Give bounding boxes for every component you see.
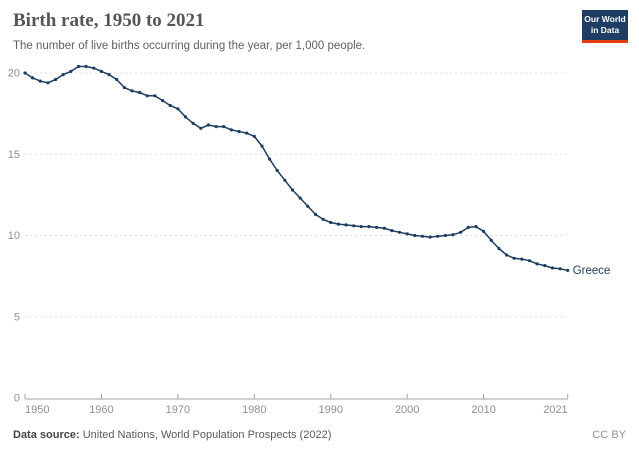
- data-point[interactable]: [115, 77, 119, 82]
- data-point[interactable]: [237, 129, 241, 134]
- x-axis-tick-label: 2021: [543, 404, 567, 416]
- data-point[interactable]: [290, 188, 295, 192]
- chart-subtitle: The number of live births occurring duri…: [13, 39, 366, 52]
- data-point[interactable]: [420, 234, 425, 238]
- data-source-label: Data source:: [13, 429, 80, 441]
- data-point[interactable]: [92, 66, 96, 70]
- chart-footer: Data source: United Nations, World Popul…: [13, 429, 626, 441]
- data-point[interactable]: [566, 268, 570, 272]
- data-point[interactable]: [505, 253, 509, 257]
- data-point[interactable]: [168, 103, 172, 108]
- data-point[interactable]: [405, 232, 409, 236]
- data-point[interactable]: [38, 79, 42, 83]
- data-point[interactable]: [214, 125, 218, 129]
- owid-logo-line1: Our World: [584, 14, 626, 24]
- data-point[interactable]: [436, 234, 440, 238]
- x-axis-tick-label: 1990: [319, 404, 343, 416]
- license-link[interactable]: CC BY: [592, 429, 626, 441]
- data-point[interactable]: [153, 94, 157, 98]
- data-point[interactable]: [275, 168, 279, 173]
- data-point[interactable]: [543, 264, 547, 268]
- data-point[interactable]: [443, 233, 447, 238]
- series-line-greece[interactable]: [24, 65, 568, 272]
- data-point[interactable]: [122, 86, 126, 90]
- data-point[interactable]: [359, 225, 363, 229]
- data-point[interactable]: [306, 204, 310, 208]
- x-axis-tick-label: 1950: [25, 404, 49, 416]
- data-point[interactable]: [99, 69, 103, 73]
- data-point[interactable]: [61, 73, 65, 77]
- y-axis-tick-label: 10: [8, 230, 20, 242]
- data-point[interactable]: [382, 226, 386, 230]
- data-point[interactable]: [375, 225, 379, 229]
- x-axis-tick-label: 1970: [166, 404, 190, 416]
- data-point[interactable]: [344, 223, 348, 227]
- data-point[interactable]: [54, 77, 58, 82]
- data-point[interactable]: [206, 123, 210, 127]
- data-point[interactable]: [466, 225, 470, 229]
- owid-logo-line2: in Data: [590, 25, 620, 36]
- data-point[interactable]: [283, 178, 287, 182]
- data-point[interactable]: [413, 233, 417, 238]
- data-source-text: United Nations, World Population Prospec…: [82, 429, 332, 441]
- data-point[interactable]: [512, 256, 516, 260]
- y-axis-tick-label: 5: [14, 311, 20, 323]
- x-axis-tick-label: 2010: [471, 404, 495, 416]
- data-point[interactable]: [321, 217, 325, 221]
- data-point[interactable]: [130, 89, 134, 93]
- data-point[interactable]: [191, 121, 195, 125]
- page-title: Birth rate, 1950 to 2021: [13, 10, 205, 31]
- data-point[interactable]: [229, 128, 233, 132]
- y-axis-tick-label: 20: [8, 68, 20, 80]
- data-point[interactable]: [268, 157, 272, 161]
- data-point[interactable]: [69, 69, 73, 73]
- data-point[interactable]: [84, 64, 88, 69]
- data-point[interactable]: [46, 81, 50, 85]
- data-point[interactable]: [199, 126, 203, 130]
- data-point[interactable]: [390, 229, 394, 233]
- data-point[interactable]: [336, 222, 340, 226]
- data-point[interactable]: [397, 230, 402, 234]
- owid-logo[interactable]: Our World in Data: [582, 10, 628, 44]
- data-point[interactable]: [222, 125, 226, 129]
- data-point[interactable]: [367, 225, 371, 229]
- chart-header: Birth rate, 1950 to 2021 The number of l…: [13, 10, 569, 52]
- data-point[interactable]: [459, 230, 463, 234]
- data-point[interactable]: [313, 212, 318, 216]
- data-point[interactable]: [245, 131, 249, 135]
- y-axis-tick-label: 0: [14, 393, 20, 405]
- data-point[interactable]: [176, 107, 180, 111]
- data-point[interactable]: [428, 235, 432, 239]
- data-point[interactable]: [482, 229, 486, 233]
- data-point[interactable]: [23, 71, 27, 75]
- data-point[interactable]: [329, 220, 333, 225]
- x-axis-tick-label: 1980: [242, 404, 266, 416]
- data-point[interactable]: [535, 262, 539, 266]
- data-point[interactable]: [30, 76, 35, 80]
- data-point[interactable]: [145, 94, 149, 98]
- data-point[interactable]: [451, 233, 455, 237]
- data-point[interactable]: [260, 144, 264, 148]
- data-point[interactable]: [183, 115, 188, 119]
- data-point[interactable]: [298, 196, 302, 200]
- data-point[interactable]: [558, 267, 562, 271]
- data-point[interactable]: [497, 246, 501, 251]
- x-axis-tick-label: 2000: [395, 404, 419, 416]
- y-axis-tick-label: 15: [8, 149, 20, 161]
- data-point[interactable]: [489, 238, 493, 242]
- data-point[interactable]: [252, 134, 256, 138]
- data-point[interactable]: [550, 266, 555, 270]
- data-point[interactable]: [527, 259, 532, 263]
- data-point[interactable]: [161, 99, 165, 103]
- x-axis-tick-label: 1960: [89, 404, 113, 416]
- data-point[interactable]: [138, 90, 142, 95]
- data-point[interactable]: [352, 224, 356, 228]
- data-point[interactable]: [474, 225, 478, 229]
- entity-label-greece[interactable]: Greece: [573, 265, 611, 277]
- data-point[interactable]: [76, 64, 81, 69]
- data-point[interactable]: [107, 73, 111, 77]
- data-point[interactable]: [520, 257, 524, 261]
